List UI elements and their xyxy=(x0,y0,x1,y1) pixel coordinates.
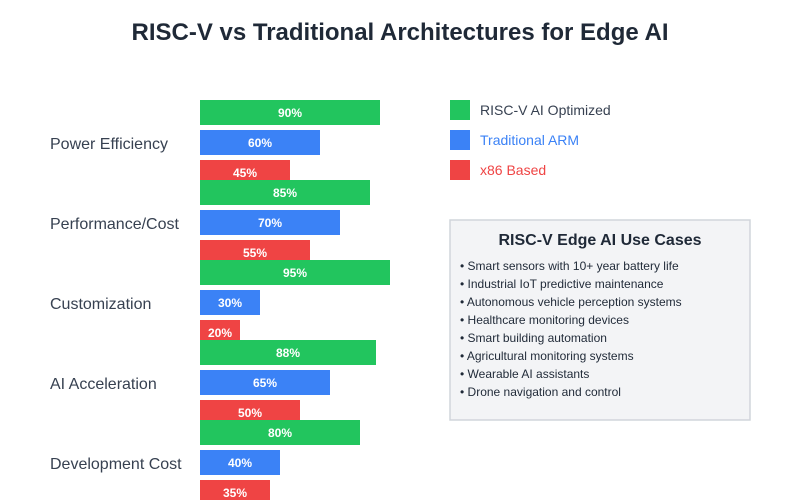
use-case-item: • Smart building automation xyxy=(460,331,607,345)
use-case-item: • Smart sensors with 10+ year battery li… xyxy=(460,259,679,273)
bar-risc-v-ai-optimized-power-efficiency xyxy=(200,100,380,125)
use-cases-panel-background xyxy=(449,219,751,421)
use-cases-panel: RISC-V Edge AI Use Cases • Smart sensors… xyxy=(449,219,751,421)
category-label-performance-cost: Performance/Cost xyxy=(50,216,179,233)
bar-value-label: 30% xyxy=(218,296,242,310)
bar-value-label: 85% xyxy=(273,186,297,200)
bar-risc-v-ai-optimized-ai-acceleration xyxy=(200,340,376,365)
bar-risc-v-ai-optimized-performance-cost xyxy=(200,180,370,205)
bar-value-label: 70% xyxy=(258,216,282,230)
bar-risc-v-ai-optimized-development-cost xyxy=(200,420,360,445)
bar-value-label: 35% xyxy=(223,486,247,500)
use-cases-list: • Smart sensors with 10+ year battery li… xyxy=(460,259,682,399)
bar-traditional-arm-development-cost xyxy=(200,450,280,475)
legend-swatch-traditional-arm xyxy=(450,130,470,150)
legend-label-x86-based: x86 Based xyxy=(480,162,546,178)
bar-value-label: 65% xyxy=(253,376,277,390)
bar-value-label: 90% xyxy=(278,106,302,120)
bar-risc-v-ai-optimized-customization xyxy=(200,260,390,285)
legend-swatch-x86-based xyxy=(450,160,470,180)
legend-label-traditional-arm: Traditional ARM xyxy=(480,132,579,148)
bar-value-label: 60% xyxy=(248,136,272,150)
use-case-item: • Wearable AI assistants xyxy=(460,367,589,381)
bar-value-label: 20% xyxy=(208,326,232,340)
category-label-development-cost: Development Cost xyxy=(50,456,182,473)
bar-value-label: 40% xyxy=(228,456,252,470)
bar-traditional-arm-customization xyxy=(200,290,260,315)
bar-value-label: 50% xyxy=(238,406,262,420)
bar-value-label: 88% xyxy=(276,346,300,360)
bar-value-label: 45% xyxy=(233,166,257,180)
legend: RISC-V AI Optimized Traditional ARM x86 Ba… xyxy=(450,100,611,180)
use-case-item: • Industrial IoT predictive maintenance xyxy=(460,277,664,291)
use-cases-title: RISC-V Edge AI Use Cases xyxy=(498,232,701,249)
plot-area: Power Efficiency 90% 60% 45% Performance/Cos… xyxy=(50,100,390,500)
legend-swatch-risc-v-ai-optimized xyxy=(450,100,470,120)
category-label-power-efficiency: Power Efficiency xyxy=(50,136,168,153)
use-case-item: • Agricultural monitoring systems xyxy=(460,349,634,363)
bar-value-label: 55% xyxy=(243,246,267,260)
legend-label-risc-v-ai-optimized: RISC-V AI Optimized xyxy=(480,102,611,118)
bar-traditional-arm-ai-acceleration xyxy=(200,370,330,395)
category-label-ai-acceleration: AI Acceleration xyxy=(50,376,157,393)
use-case-item: • Autonomous vehicle perception systems xyxy=(460,295,682,309)
bar-value-label: 80% xyxy=(268,426,292,440)
category-label-customization: Customization xyxy=(50,296,151,313)
use-case-item: • Healthcare monitoring devices xyxy=(460,313,629,327)
bar-value-label: 95% xyxy=(283,266,307,280)
bar-traditional-arm-performance-cost xyxy=(200,210,340,235)
bar-x86-based-development-cost xyxy=(200,480,270,500)
use-case-item: • Drone navigation and control xyxy=(460,385,621,399)
chart-title: RISC-V vs Traditional Architectures for … xyxy=(132,19,669,46)
bar-traditional-arm-power-efficiency xyxy=(200,130,320,155)
